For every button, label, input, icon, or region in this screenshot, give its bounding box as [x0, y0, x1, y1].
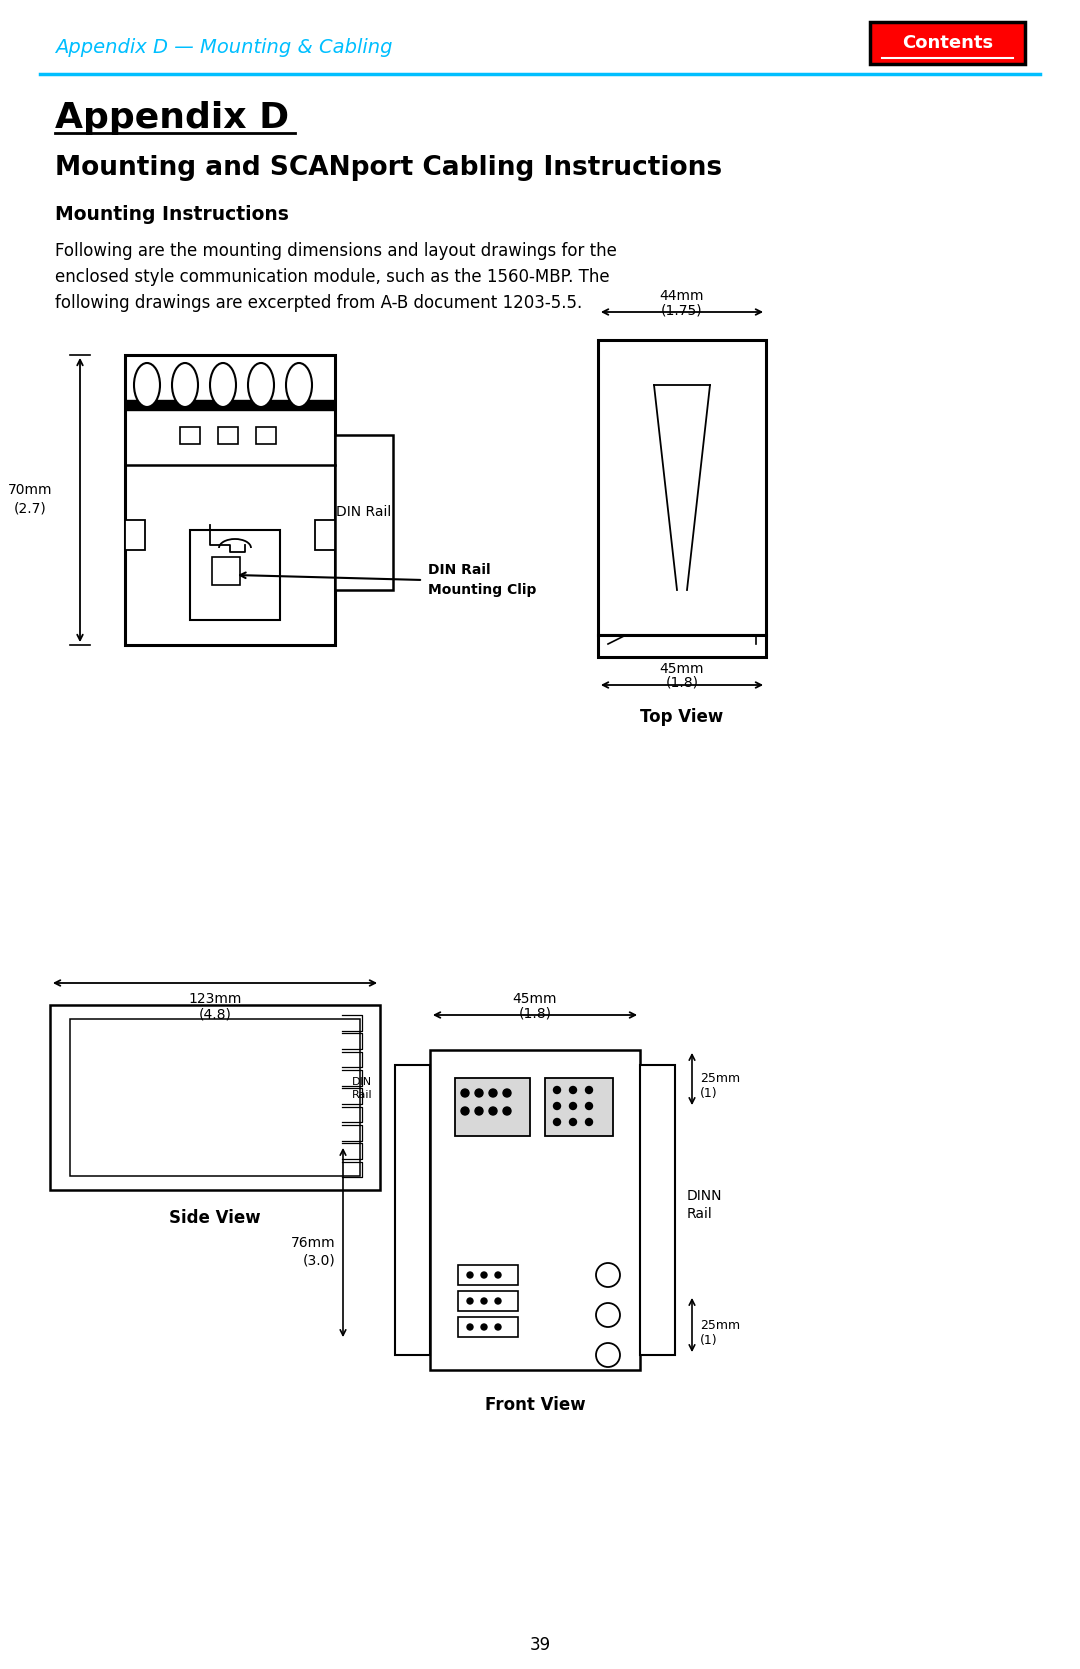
Circle shape [554, 1118, 561, 1125]
Text: following drawings are excerpted from A-B document 1203-5.5.: following drawings are excerpted from A-… [55, 294, 582, 312]
Circle shape [569, 1103, 577, 1110]
Bar [125, 521, 145, 551]
Text: Appendix D — Mounting & Cabling: Appendix D — Mounting & Cabling [55, 38, 392, 57]
Text: 45mm: 45mm [660, 663, 704, 676]
Text: DIN Rail: DIN Rail [336, 506, 392, 519]
Circle shape [461, 1088, 469, 1097]
Bar [458, 1265, 518, 1285]
Bar [455, 1078, 530, 1137]
Text: 44mm: 44mm [660, 289, 704, 304]
Ellipse shape [134, 362, 160, 407]
Circle shape [569, 1087, 577, 1093]
Ellipse shape [286, 362, 312, 407]
Text: Mounting and SCANport Cabling Instructions: Mounting and SCANport Cabling Instructio… [55, 155, 723, 180]
Text: 123mm: 123mm [188, 991, 242, 1006]
Text: Mounting Instructions: Mounting Instructions [55, 205, 288, 225]
Circle shape [467, 1272, 473, 1278]
Text: 76mm: 76mm [291, 1237, 335, 1250]
Text: (1.8): (1.8) [518, 1006, 552, 1020]
Text: 45mm: 45mm [513, 991, 557, 1006]
Text: 39: 39 [529, 1636, 551, 1654]
Text: (2.7): (2.7) [14, 501, 46, 516]
Bar [870, 22, 1025, 63]
Bar [335, 436, 393, 591]
Text: Following are the mounting dimensions and layout drawings for the: Following are the mounting dimensions an… [55, 242, 617, 260]
Circle shape [475, 1088, 483, 1097]
Circle shape [585, 1118, 593, 1125]
Text: Side View: Side View [170, 1208, 260, 1227]
Text: Appendix D: Appendix D [55, 102, 289, 135]
Circle shape [467, 1298, 473, 1303]
Circle shape [461, 1107, 469, 1115]
Circle shape [489, 1088, 497, 1097]
Bar [125, 401, 335, 411]
Text: DIN
Rail: DIN Rail [352, 1077, 373, 1100]
Bar [218, 427, 238, 444]
Circle shape [467, 1324, 473, 1330]
Text: DIN Rail: DIN Rail [428, 562, 490, 577]
Bar [50, 1005, 380, 1190]
Bar [458, 1317, 518, 1337]
Bar [640, 1065, 675, 1355]
Bar [190, 531, 280, 619]
Circle shape [489, 1107, 497, 1115]
Text: (1): (1) [700, 1334, 717, 1347]
Circle shape [554, 1103, 561, 1110]
Text: 25mm: 25mm [700, 1319, 740, 1332]
Text: (3.0): (3.0) [302, 1253, 335, 1267]
Circle shape [495, 1298, 501, 1303]
Circle shape [481, 1324, 487, 1330]
Circle shape [495, 1272, 501, 1278]
Text: 70mm: 70mm [8, 482, 52, 497]
Circle shape [585, 1087, 593, 1093]
Circle shape [569, 1118, 577, 1125]
Text: (1.75): (1.75) [661, 304, 703, 317]
Bar [598, 634, 766, 658]
Bar [125, 355, 335, 644]
Ellipse shape [210, 362, 237, 407]
Text: (4.8): (4.8) [199, 1006, 231, 1021]
Text: Front View: Front View [485, 1395, 585, 1414]
Circle shape [585, 1103, 593, 1110]
Text: 25mm: 25mm [700, 1071, 740, 1085]
Circle shape [481, 1298, 487, 1303]
Text: (1): (1) [700, 1088, 717, 1100]
Text: enclosed style communication module, such as the 1560-MBP. The: enclosed style communication module, suc… [55, 269, 609, 285]
Bar [545, 1078, 613, 1137]
Bar [395, 1065, 430, 1355]
Circle shape [475, 1107, 483, 1115]
Bar [458, 1292, 518, 1312]
Bar [180, 427, 200, 444]
Bar [256, 427, 276, 444]
Circle shape [495, 1324, 501, 1330]
Ellipse shape [172, 362, 198, 407]
Bar [315, 521, 335, 551]
Text: (1.8): (1.8) [665, 676, 699, 689]
Text: DINN
Rail: DINN Rail [687, 1188, 723, 1222]
Bar [212, 557, 240, 586]
Circle shape [554, 1087, 561, 1093]
Bar [70, 1020, 360, 1177]
Circle shape [503, 1107, 511, 1115]
Text: Contents: Contents [902, 33, 994, 52]
Circle shape [503, 1088, 511, 1097]
Bar [430, 1050, 640, 1370]
Ellipse shape [248, 362, 274, 407]
Circle shape [481, 1272, 487, 1278]
Text: Top View: Top View [640, 708, 724, 726]
Text: Mounting Clip: Mounting Clip [428, 582, 537, 598]
Bar [598, 340, 766, 634]
